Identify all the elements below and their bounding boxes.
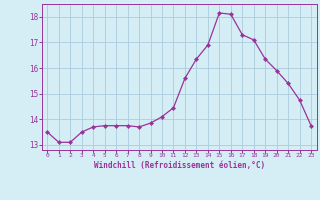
X-axis label: Windchill (Refroidissement éolien,°C): Windchill (Refroidissement éolien,°C) <box>94 161 265 170</box>
